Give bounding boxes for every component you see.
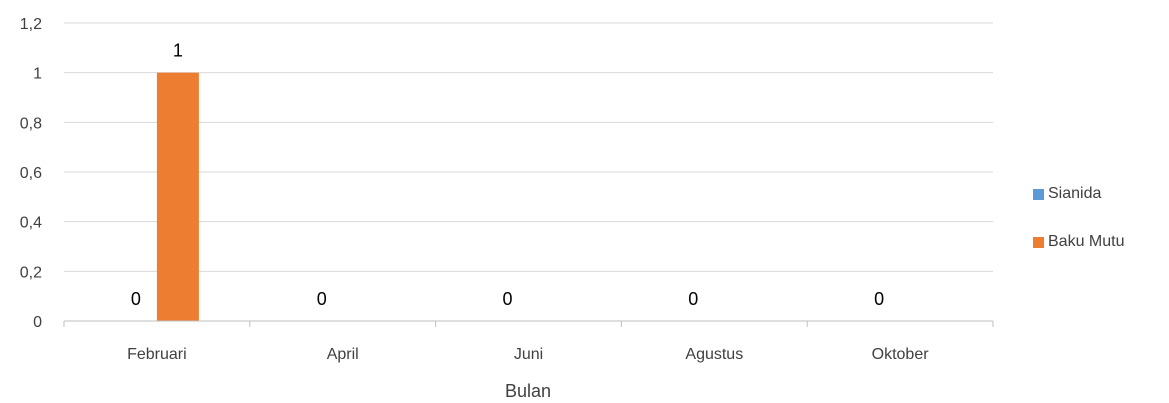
y-tick-label: 0,2 <box>20 264 42 281</box>
legend-item-baku-mutu[interactable]: Baku Mutu <box>1033 230 1124 254</box>
data-label: 0 <box>131 289 141 309</box>
data-label: 0 <box>874 289 884 309</box>
bar-baku-mutu <box>156 72 199 322</box>
data-labels: 0 1 0 0 0 0 <box>131 41 884 309</box>
y-tick-label: 0 <box>33 314 42 331</box>
legend-label-baku-mutu: Baku Mutu <box>1048 233 1125 250</box>
data-label: 0 <box>317 289 327 309</box>
y-tick-label: 1,2 <box>20 16 42 33</box>
y-tick-label: 0,8 <box>20 115 42 132</box>
x-axis: Februari April Juni Agustus Oktober <box>63 320 994 363</box>
data-label: 1 <box>173 41 183 61</box>
y-tick-label: 0,6 <box>20 165 42 182</box>
legend: Sianida Baku Mutu <box>1033 182 1124 278</box>
y-tick-label: 0,4 <box>20 215 42 232</box>
x-axis-title: Bulan <box>505 381 551 401</box>
x-tick-label: Agustus <box>685 346 743 363</box>
x-tick-label: April <box>327 346 359 363</box>
bars <box>156 72 199 322</box>
gridlines <box>64 22 993 272</box>
data-label: 0 <box>688 289 698 309</box>
legend-item-sianida[interactable]: Sianida <box>1033 182 1124 206</box>
x-tick-label: Oktober <box>872 346 930 363</box>
legend-swatch-sianida <box>1033 188 1044 200</box>
legend-swatch-baku-mutu <box>1033 236 1044 248</box>
data-label: 0 <box>502 289 512 309</box>
y-axis-ticks: 0 0,2 0,4 0,6 0,8 1 1,2 <box>20 16 42 331</box>
legend-label-sianida: Sianida <box>1048 185 1102 202</box>
x-tick-label: Juni <box>514 346 543 363</box>
y-tick-label: 1 <box>33 66 42 83</box>
x-tick-label: Februari <box>127 346 187 363</box>
